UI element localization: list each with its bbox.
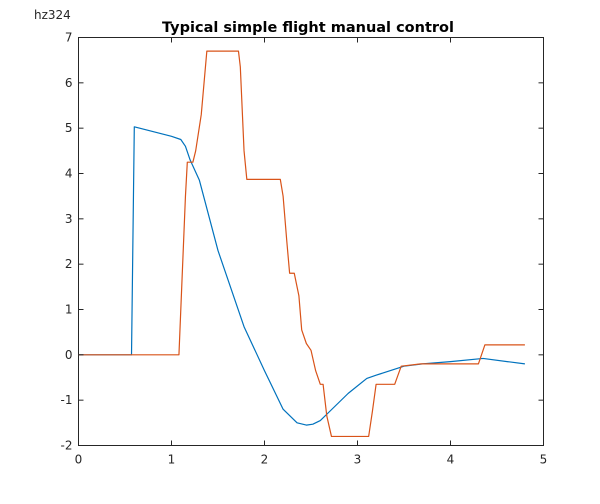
y-tick-label: 3 (65, 212, 73, 226)
y-tick-label: 0 (65, 348, 73, 362)
y-tick-label: -1 (61, 393, 73, 407)
y-tick-label: 1 (65, 303, 73, 317)
y-tick-label: 4 (65, 167, 73, 181)
series-line-2 (78, 50, 525, 438)
x-tick-label: 1 (168, 453, 176, 467)
x-tick-label: 5 (540, 453, 548, 467)
y-tick-label: 6 (65, 76, 73, 90)
axis-ticks: 0 1 2 3 4 5 -2 -1 0 1 2 3 4 5 6 7 (61, 31, 548, 467)
x-tick-label: 2 (261, 453, 269, 467)
corner-label: hz324 (34, 8, 71, 22)
x-tick-label: 3 (354, 453, 362, 467)
series-layer (78, 50, 525, 438)
y-tick-label: 7 (65, 31, 73, 45)
x-tick-label: 0 (75, 453, 83, 467)
y-tick-label: -2 (61, 439, 73, 453)
chart-title: Typical simple flight manual control (162, 20, 454, 36)
plot-area (78, 37, 544, 446)
y-tick-label: 5 (65, 121, 73, 135)
y-tick-label: 2 (65, 257, 73, 271)
x-tick-label: 4 (447, 453, 455, 467)
